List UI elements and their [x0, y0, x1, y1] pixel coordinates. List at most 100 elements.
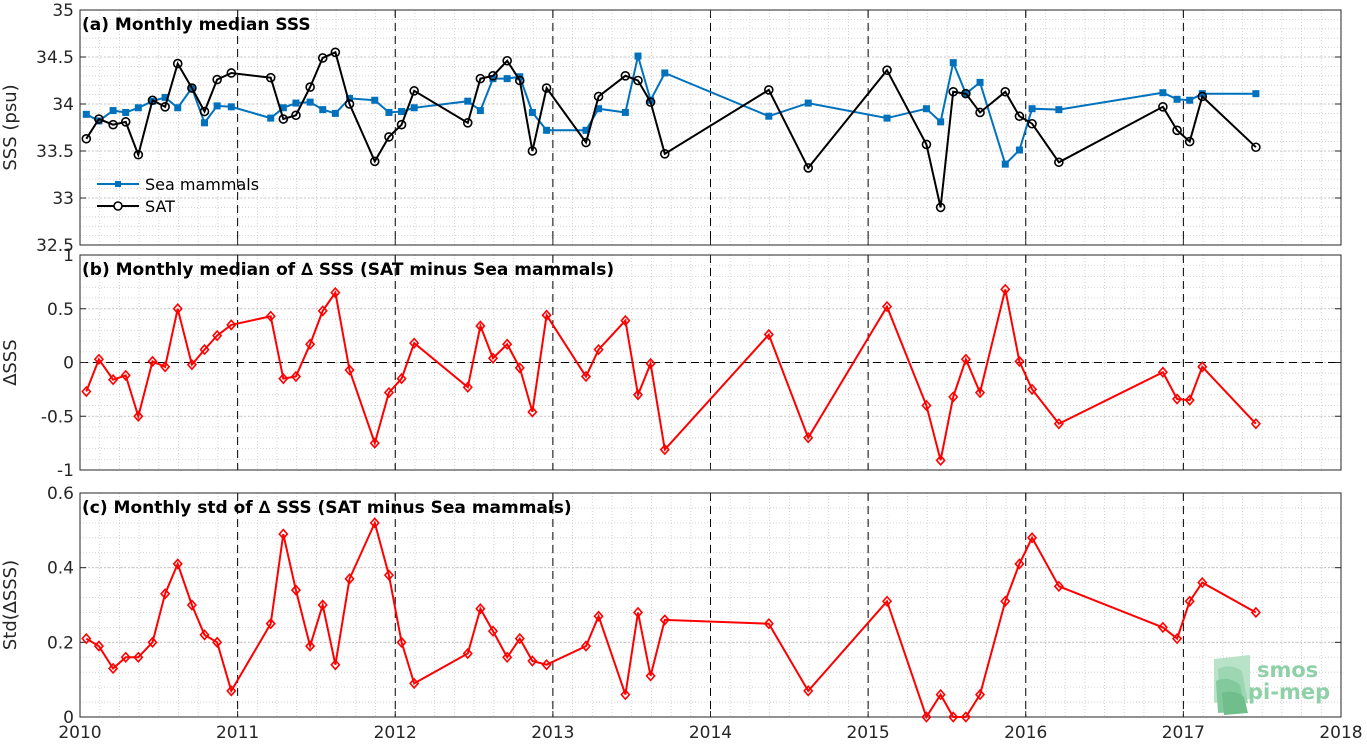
y-axis-label: SSS (psu)	[0, 84, 21, 170]
series-line-sat	[85, 50, 1257, 208]
y-tick-label: -0.5	[41, 407, 74, 427]
data-point-sea-mammals	[1028, 105, 1036, 113]
data-point-delta	[881, 595, 893, 607]
x-tick-label: 2018	[1319, 723, 1362, 743]
data-point-delta	[93, 353, 104, 365]
data-point-sat	[975, 107, 985, 118]
data-point-delta	[226, 685, 237, 697]
data-point-delta	[763, 617, 774, 630]
data-point-delta	[645, 670, 656, 682]
data-point-sea-mammals	[1252, 90, 1260, 98]
data-point-delta	[186, 599, 197, 611]
data-point-delta	[580, 370, 592, 383]
data-point-delta	[147, 636, 158, 649]
legend-label-sat: SAT	[145, 197, 175, 216]
y-tick-label: 1	[63, 246, 74, 266]
data-point-delta	[1000, 595, 1011, 607]
data-point-sea-mammals	[292, 99, 300, 107]
data-point-sat	[305, 82, 315, 92]
data-point-sat	[475, 73, 486, 84]
data-point-delta	[475, 603, 486, 615]
data-point-delta	[383, 569, 395, 581]
data-point-sat	[764, 85, 774, 95]
data-point-sat	[199, 106, 210, 117]
smos-pi-mep-logo: smos pi-mep	[1214, 655, 1330, 715]
data-point-delta	[632, 606, 644, 619]
data-point-sea-mammals	[543, 126, 551, 134]
data-point-delta	[133, 651, 144, 663]
data-point-delta	[344, 573, 355, 585]
y-tick-label: 35	[52, 1, 74, 21]
data-point-sat	[961, 88, 971, 99]
data-point-sea-mammals	[1186, 96, 1194, 104]
data-point-sea-mammals	[661, 69, 669, 77]
x-tick-label: 2012	[374, 723, 417, 743]
data-point-sat	[882, 65, 892, 75]
data-point-delta	[330, 659, 341, 671]
data-point-delta	[1171, 393, 1183, 405]
data-point-sat	[344, 99, 355, 109]
x-tick-label: 2013	[531, 723, 574, 743]
data-point-delta	[93, 640, 104, 652]
data-point-delta	[305, 338, 316, 350]
data-point-sat	[620, 71, 631, 81]
series-line-sea-mammals	[85, 55, 1256, 167]
data-point-delta	[541, 309, 552, 321]
data-point-sat	[645, 97, 656, 107]
data-point-sat	[81, 133, 92, 144]
data-point-sea-mammals	[765, 112, 773, 120]
data-point-sat	[803, 163, 814, 173]
data-point-delta	[593, 343, 604, 356]
data-point-delta	[620, 688, 631, 701]
data-point-delta	[645, 357, 656, 370]
data-point-sat	[291, 110, 301, 121]
data-point-delta	[199, 343, 210, 356]
data-point-delta	[935, 454, 946, 467]
data-point-sea-mammals	[1173, 95, 1181, 103]
data-point-delta	[580, 640, 592, 652]
data-point-delta	[160, 361, 171, 373]
data-point-sea-mammals	[476, 107, 484, 115]
data-point-delta	[317, 305, 328, 317]
data-point-sea-mammals	[503, 75, 511, 83]
data-point-delta	[317, 599, 328, 611]
data-point-delta	[462, 381, 473, 393]
data-point-sat	[948, 86, 959, 97]
y-tick-label: 34	[52, 95, 74, 115]
data-point-sat	[187, 83, 197, 93]
data-point-delta	[763, 328, 774, 341]
data-point-delta	[462, 647, 473, 660]
data-point-sat	[593, 91, 604, 102]
data-point-delta	[803, 685, 814, 697]
data-point-delta	[803, 432, 814, 444]
data-point-sat	[462, 118, 473, 128]
x-tick-label: 2016	[1004, 723, 1047, 743]
data-point-delta	[81, 385, 92, 398]
data-point-sat	[1184, 136, 1195, 147]
data-point-delta	[265, 617, 276, 630]
data-point-sea-mammals	[949, 59, 957, 67]
data-point-delta	[921, 711, 932, 723]
logo-text-smos: smos	[1257, 658, 1318, 682]
data-point-sat	[369, 156, 380, 167]
data-point-delta	[265, 310, 276, 322]
y-tick-label: 33	[52, 189, 74, 209]
data-point-delta	[1157, 366, 1168, 378]
y-tick-label: -1	[57, 461, 74, 481]
data-point-sat	[120, 117, 131, 127]
data-point-delta	[514, 632, 525, 645]
data-point-sea-mammals	[201, 119, 209, 127]
data-point-delta	[1053, 580, 1064, 593]
data-point-sat	[133, 149, 144, 160]
data-point-sat	[172, 58, 183, 69]
data-point-sat	[935, 202, 946, 213]
data-point-delta	[290, 584, 302, 596]
data-point-delta	[1250, 606, 1261, 619]
data-point-delta	[541, 659, 552, 671]
data-point-delta	[659, 614, 670, 626]
legend-marker-sea-mammals	[115, 181, 121, 187]
data-point-sat	[581, 137, 591, 148]
data-point-delta	[881, 300, 893, 313]
data-point-sat	[921, 139, 932, 150]
data-point-sat	[1172, 125, 1182, 136]
